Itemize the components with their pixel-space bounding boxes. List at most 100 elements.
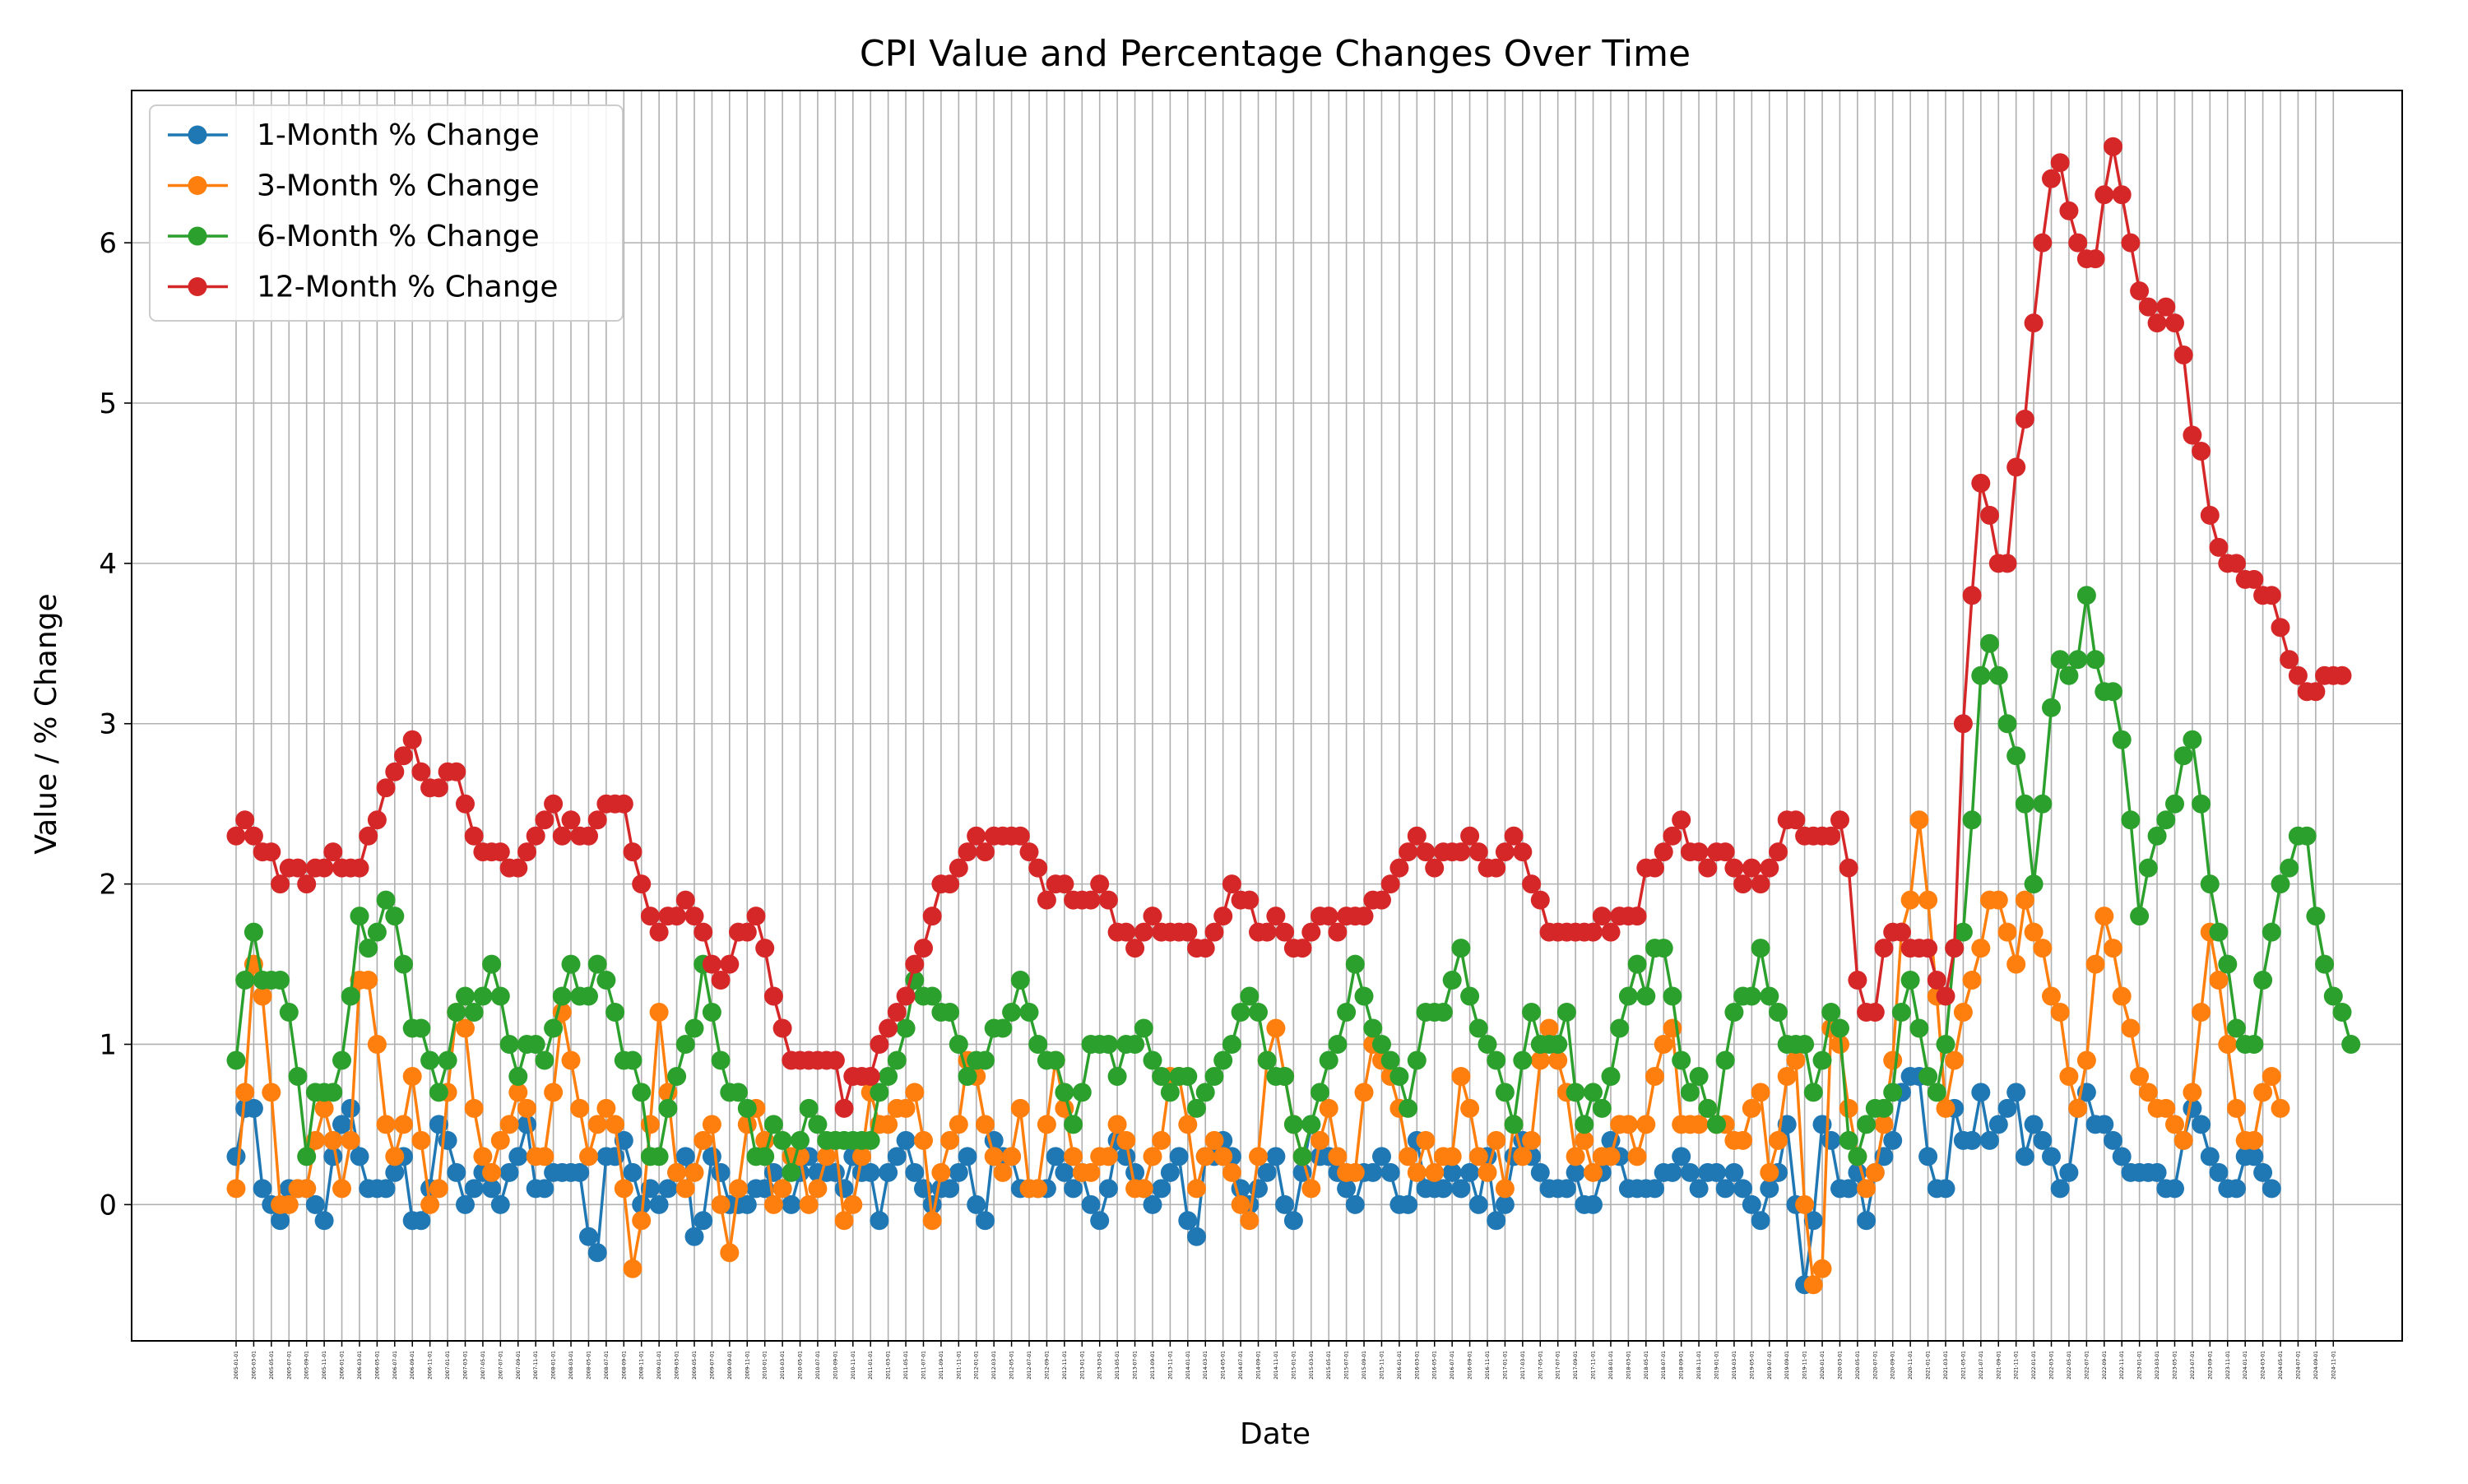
data-point bbox=[1857, 1179, 1877, 1199]
data-point bbox=[1028, 858, 1048, 878]
data-point bbox=[1204, 1130, 1224, 1150]
data-point bbox=[1627, 954, 1647, 974]
x-tick-label: 2014-03-01 bbox=[1203, 1351, 1208, 1380]
data-point bbox=[2323, 986, 2343, 1006]
data-point bbox=[1680, 1162, 1700, 1182]
data-point bbox=[2006, 1083, 2026, 1102]
data-point bbox=[1848, 971, 1867, 990]
data-point bbox=[508, 1147, 528, 1166]
data-point bbox=[1522, 1130, 1542, 1150]
data-point bbox=[1407, 826, 1427, 846]
data-point bbox=[1918, 1147, 1938, 1166]
data-point bbox=[359, 939, 378, 958]
data-point bbox=[1962, 971, 1982, 990]
data-point bbox=[658, 1179, 678, 1199]
data-point bbox=[2095, 907, 2114, 926]
data-point bbox=[2006, 954, 2026, 974]
data-point bbox=[2050, 1003, 2070, 1022]
data-point bbox=[799, 1194, 819, 1214]
data-point bbox=[1592, 907, 1612, 926]
data-point bbox=[1046, 1147, 1065, 1166]
data-point bbox=[579, 826, 598, 846]
data-point bbox=[1988, 890, 2008, 910]
x-tick-label: 2012-05-01 bbox=[1009, 1351, 1015, 1380]
data-point bbox=[2183, 425, 2202, 445]
data-point bbox=[2165, 1179, 2184, 1199]
data-point bbox=[684, 907, 704, 926]
data-point bbox=[870, 1083, 889, 1102]
x-tick-label: 2016-01-01 bbox=[1397, 1351, 1403, 1380]
data-point bbox=[1460, 986, 1480, 1006]
data-point bbox=[429, 1083, 448, 1102]
data-point bbox=[1556, 1179, 1576, 1199]
data-point bbox=[1468, 1194, 1488, 1214]
data-point bbox=[508, 1083, 528, 1102]
data-point bbox=[226, 826, 246, 846]
data-point bbox=[649, 1003, 669, 1022]
data-point bbox=[1707, 1162, 1726, 1182]
data-point bbox=[1460, 1162, 1480, 1182]
data-point bbox=[526, 1035, 545, 1054]
data-point bbox=[1231, 1194, 1250, 1214]
x-tick-label: 2014-05-01 bbox=[1221, 1351, 1227, 1380]
data-point bbox=[675, 1035, 695, 1054]
data-point bbox=[1689, 1179, 1709, 1199]
data-point bbox=[1143, 907, 1162, 926]
data-point bbox=[1283, 1115, 1303, 1134]
data-point bbox=[587, 1115, 607, 1134]
x-tick-label: 2016-03-01 bbox=[1414, 1351, 1420, 1380]
data-point bbox=[1575, 1115, 1594, 1134]
x-tick-label: 2011-05-01 bbox=[903, 1351, 909, 1380]
x-tick-label: 2008-11-01 bbox=[639, 1351, 645, 1380]
x-tick-label: 2017-05-01 bbox=[1538, 1351, 1543, 1380]
data-point bbox=[1909, 1018, 1929, 1038]
x-tick-label: 2019-11-01 bbox=[1802, 1351, 1808, 1380]
data-point bbox=[1098, 1147, 1118, 1166]
data-point bbox=[940, 874, 960, 894]
data-point bbox=[1064, 1179, 1083, 1199]
data-point bbox=[887, 1050, 907, 1070]
data-point bbox=[763, 986, 783, 1006]
data-point bbox=[2104, 137, 2122, 156]
data-point bbox=[1883, 1130, 1903, 1150]
data-point bbox=[235, 971, 255, 990]
data-point bbox=[2015, 794, 2034, 814]
data-point bbox=[1275, 1067, 1295, 1086]
data-point bbox=[411, 1130, 431, 1150]
data-point bbox=[1354, 986, 1374, 1006]
data-point bbox=[1724, 858, 1744, 878]
data-point bbox=[226, 1147, 246, 1166]
data-point bbox=[684, 1227, 704, 1246]
data-point bbox=[235, 1083, 255, 1102]
x-tick-label: 2008-07-01 bbox=[604, 1351, 610, 1380]
x-tick-label: 2011-11-01 bbox=[956, 1351, 962, 1380]
x-tick-label: 2013-03-01 bbox=[1097, 1351, 1103, 1380]
data-point bbox=[1160, 1083, 1180, 1102]
data-point bbox=[2068, 233, 2088, 253]
data-point bbox=[2042, 169, 2061, 188]
data-point bbox=[1742, 858, 1761, 878]
data-point bbox=[1495, 842, 1515, 862]
data-point bbox=[2033, 939, 2053, 958]
data-point bbox=[782, 1194, 801, 1214]
data-point bbox=[667, 1067, 687, 1086]
data-point bbox=[2173, 1130, 2193, 1150]
x-tick-label: 2015-03-01 bbox=[1309, 1351, 1315, 1380]
data-point bbox=[1556, 1003, 1576, 1022]
data-point bbox=[1680, 1083, 1700, 1102]
data-point bbox=[1389, 858, 1409, 878]
data-point bbox=[1275, 1194, 1295, 1214]
x-tick-label: 2020-09-01 bbox=[1890, 1351, 1896, 1380]
data-point bbox=[1442, 971, 1462, 990]
data-point bbox=[464, 1003, 484, 1022]
data-point bbox=[1451, 1067, 1471, 1086]
data-point bbox=[2033, 233, 2053, 253]
data-point bbox=[905, 954, 925, 974]
data-point bbox=[508, 858, 528, 878]
data-point bbox=[579, 1227, 598, 1246]
data-point bbox=[2200, 874, 2220, 894]
data-point bbox=[1945, 939, 1965, 958]
data-point bbox=[1160, 1162, 1180, 1182]
data-point bbox=[1962, 810, 1982, 830]
data-point bbox=[1090, 874, 1110, 894]
